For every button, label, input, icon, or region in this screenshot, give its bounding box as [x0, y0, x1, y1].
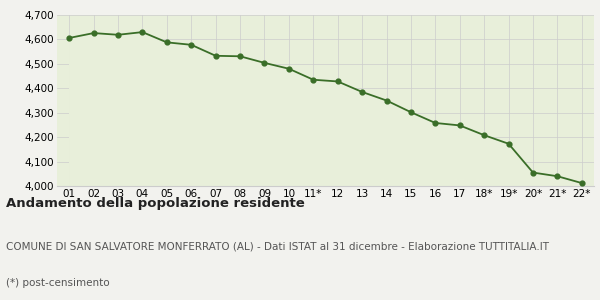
Point: [333, 79, 343, 84]
Point: [431, 121, 440, 125]
Point: [577, 181, 587, 185]
Point: [137, 30, 147, 34]
Point: [113, 32, 123, 37]
Text: Andamento della popolazione residente: Andamento della popolazione residente: [6, 196, 305, 209]
Point: [479, 133, 489, 138]
Point: [284, 66, 293, 71]
Text: COMUNE DI SAN SALVATORE MONFERRATO (AL) - Dati ISTAT al 31 dicembre - Elaborazio: COMUNE DI SAN SALVATORE MONFERRATO (AL) …: [6, 242, 549, 251]
Point: [260, 61, 269, 65]
Point: [553, 174, 562, 178]
Point: [162, 40, 172, 45]
Point: [64, 36, 74, 40]
Point: [89, 31, 98, 35]
Point: [455, 123, 464, 128]
Point: [308, 77, 318, 82]
Point: [211, 53, 220, 58]
Point: [235, 54, 245, 59]
Point: [382, 98, 391, 103]
Point: [358, 90, 367, 94]
Point: [528, 170, 538, 175]
Point: [187, 42, 196, 47]
Text: (*) post-censimento: (*) post-censimento: [6, 278, 110, 287]
Point: [406, 110, 416, 115]
Point: [504, 141, 514, 146]
